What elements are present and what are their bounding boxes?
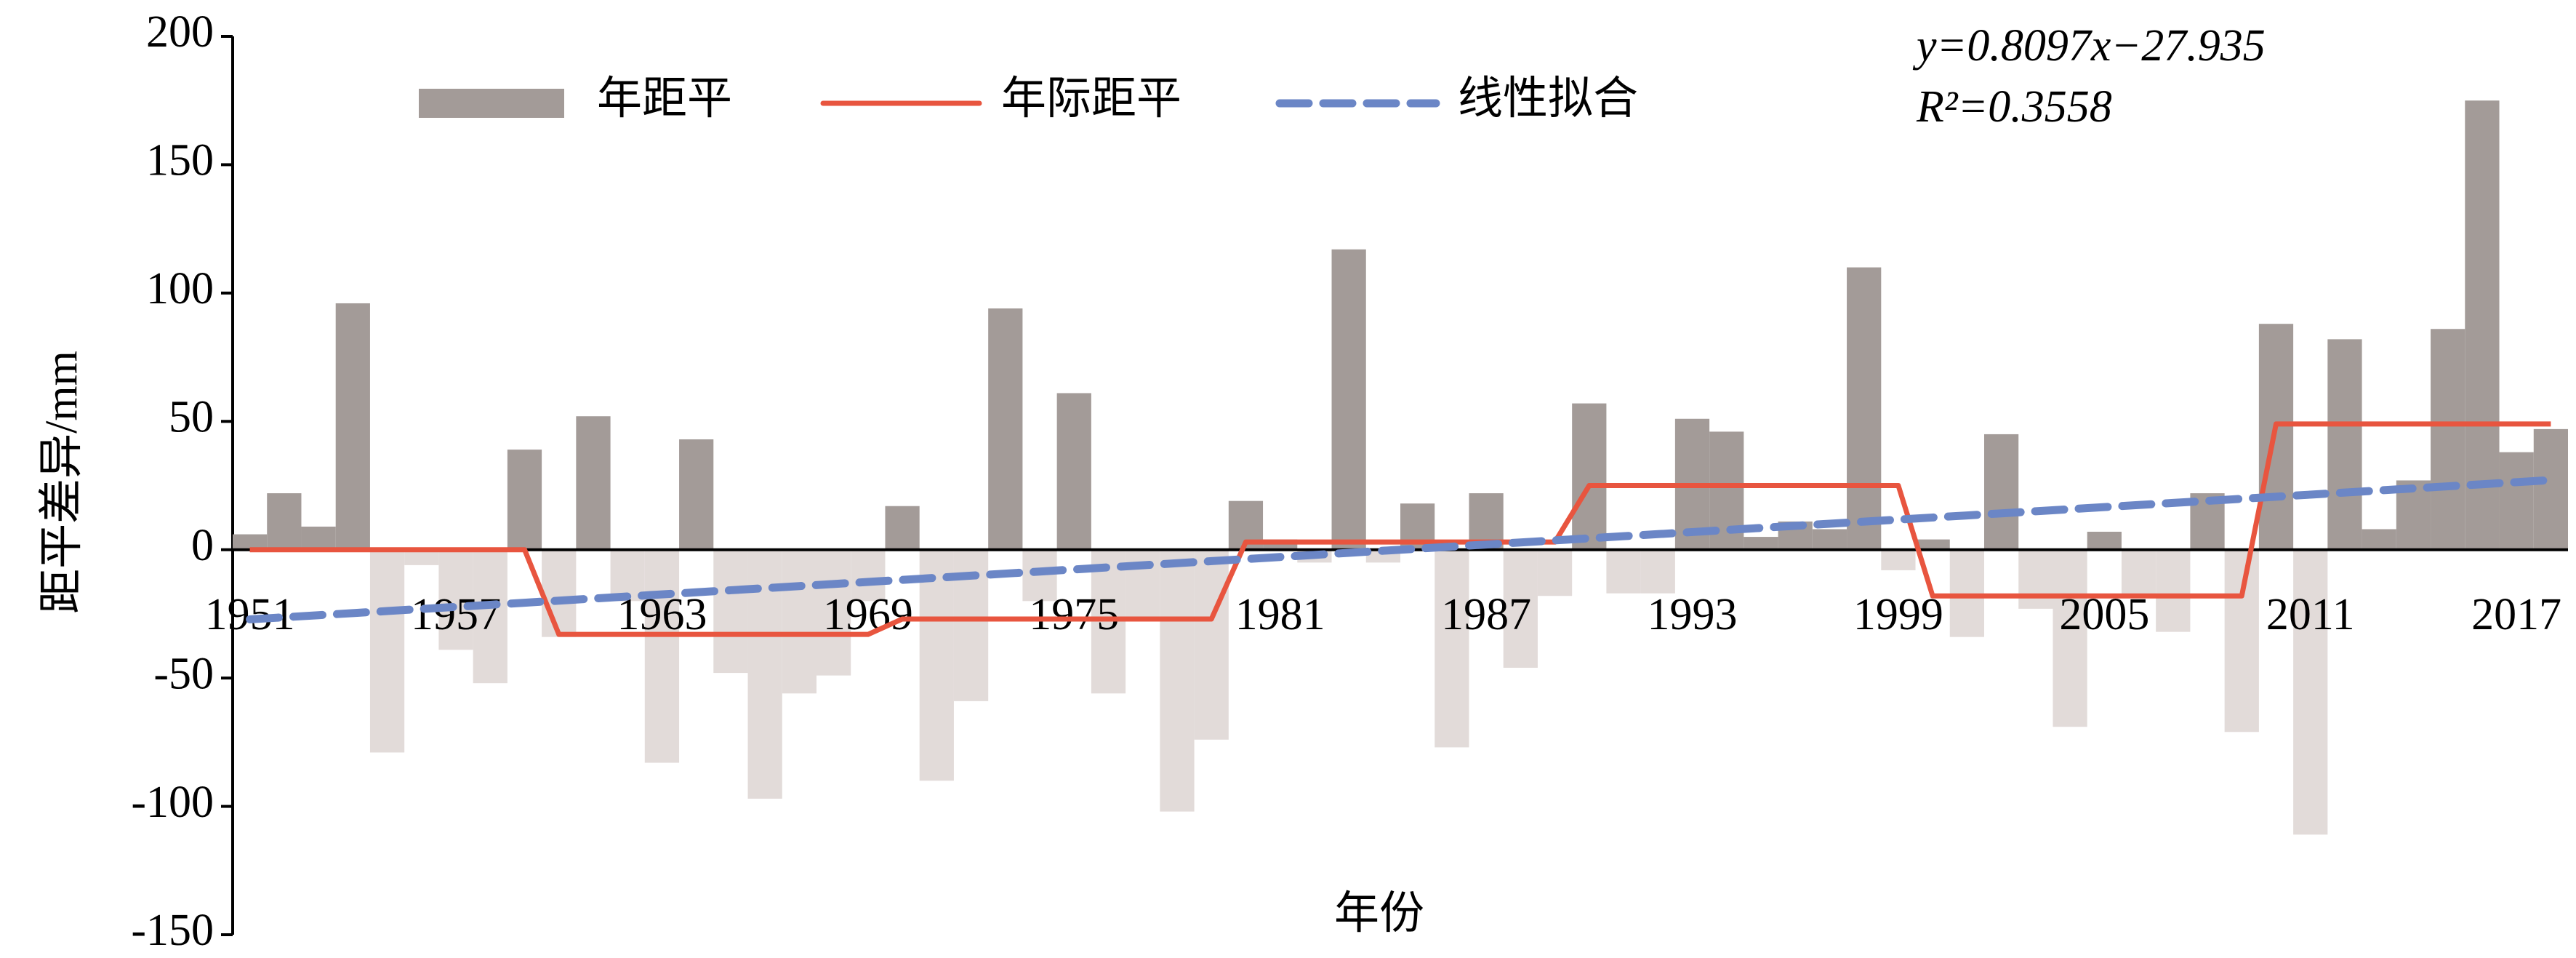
bar (1812, 529, 1847, 550)
x-tick-label: 1957 (411, 590, 501, 639)
bar (644, 549, 680, 763)
bar (2087, 532, 2122, 550)
bar (2121, 549, 2156, 596)
bar (369, 549, 405, 753)
bar (2156, 549, 2191, 632)
x-tick-label: 2017 (2471, 590, 2561, 639)
bar (2018, 549, 2053, 609)
bar (404, 549, 439, 565)
bar (1331, 249, 1366, 550)
bar (267, 493, 302, 550)
trend-line (246, 476, 2555, 623)
y-tick-label: -50 (153, 649, 214, 698)
bar (542, 549, 577, 637)
legend-label: 年距平 (597, 74, 732, 124)
bar (1572, 403, 1607, 550)
x-tick-label: 1981 (1235, 590, 1325, 639)
bar (1126, 549, 1160, 622)
bar (1537, 549, 1573, 596)
bar (2465, 100, 2500, 550)
x-tick-label: 1993 (1648, 590, 1738, 639)
annotation: y=0.8097x−27.935 (1912, 21, 2266, 71)
bar (1056, 393, 1091, 550)
bar (233, 534, 268, 550)
bar (1915, 539, 1950, 550)
line (249, 421, 2551, 637)
bar (1503, 549, 1538, 668)
y-tick-label: 0 (191, 521, 214, 570)
bar (2533, 428, 2568, 550)
bar (2293, 549, 2328, 835)
x-tick-label: 1975 (1029, 590, 1119, 639)
x-tick-label: 1987 (1441, 590, 1531, 639)
bar (1881, 549, 1916, 570)
bar (2431, 329, 2465, 550)
bar (301, 526, 336, 550)
bar (473, 549, 507, 684)
bar (2224, 549, 2259, 733)
x-tick-label: 1969 (823, 590, 913, 639)
bar (782, 549, 816, 694)
y-tick-label: -100 (131, 778, 214, 827)
bar (1435, 549, 1469, 748)
bar (885, 506, 920, 550)
bar (610, 549, 645, 602)
y-tick-label: 50 (169, 393, 214, 442)
bar (1744, 537, 1778, 550)
bar (851, 549, 886, 602)
bar (1984, 434, 2019, 550)
legend-label: 年际距平 (1001, 74, 1181, 124)
annotation: R²=0.3558 (1916, 82, 2112, 132)
bar (919, 549, 954, 781)
x-axis-label: 年份 (1334, 889, 1424, 938)
bar (2053, 549, 2087, 727)
bar (1847, 267, 1882, 550)
bar (1640, 549, 1675, 594)
legend-label: 线性拟合 (1458, 74, 1638, 124)
bar (1160, 549, 1195, 812)
bar (1606, 549, 1641, 594)
x-tick-label: 2011 (2266, 590, 2355, 639)
bar (816, 549, 851, 676)
bar (2499, 452, 2534, 550)
bar (1949, 549, 1984, 637)
bar (679, 439, 714, 550)
bar (713, 549, 748, 674)
bar (335, 303, 370, 550)
bar (507, 450, 542, 550)
x-tick-label: 1999 (1853, 590, 1943, 639)
bar (1091, 549, 1126, 694)
y-tick-label: 150 (146, 136, 214, 185)
bar (576, 416, 611, 550)
y-tick-label: 100 (146, 264, 214, 314)
bar (438, 549, 473, 650)
y-axis-label: 距平差异/mm (37, 351, 87, 614)
legend-swatch (419, 89, 564, 118)
bar (1194, 549, 1229, 740)
bar (988, 308, 1023, 550)
bar (2327, 339, 2362, 550)
bar (2362, 529, 2396, 550)
y-tick-label: -150 (131, 906, 214, 955)
y-tick-label: 200 (146, 7, 214, 57)
